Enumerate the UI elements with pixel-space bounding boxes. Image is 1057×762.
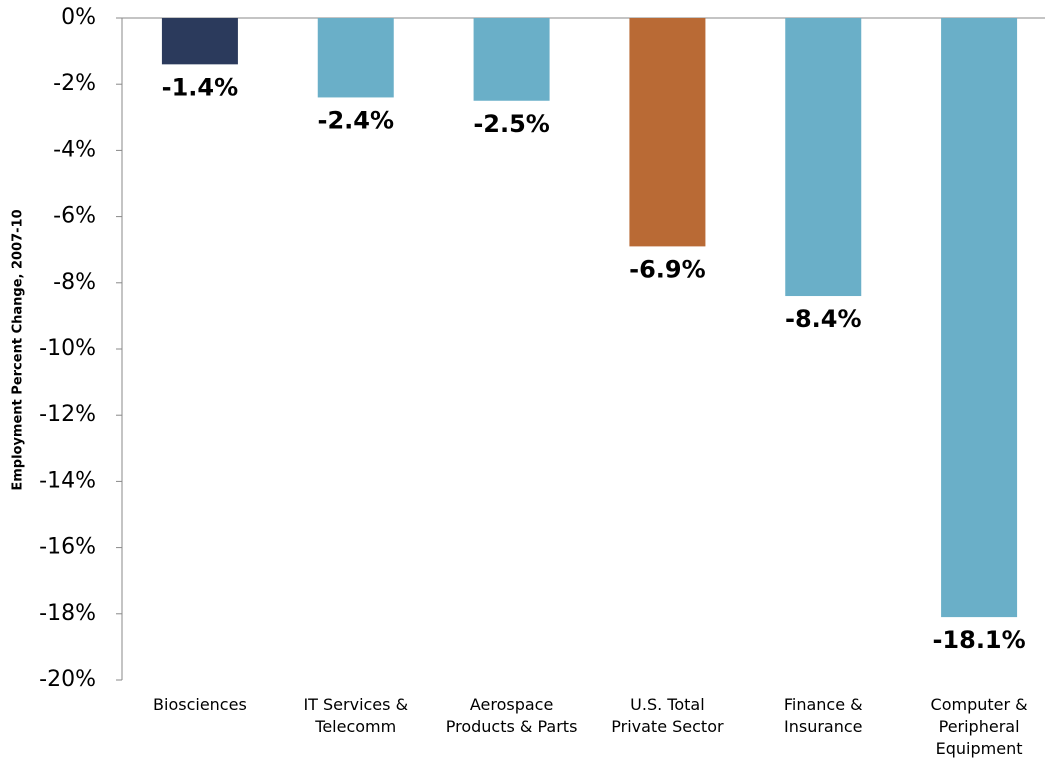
value-label: -6.9% bbox=[629, 255, 706, 283]
x-tick-label: Aerospace Products & Parts bbox=[445, 695, 578, 736]
y-axis-label: Employment Percent Change, 2007-10 bbox=[11, 209, 26, 490]
y-tick-label: -16% bbox=[39, 535, 96, 560]
bar bbox=[317, 18, 394, 98]
value-label: -1.4% bbox=[162, 73, 239, 101]
y-tick-label: -12% bbox=[39, 402, 96, 427]
y-tick-label: -8% bbox=[53, 270, 96, 295]
x-tick-label: Finance & Insurance bbox=[783, 695, 863, 736]
y-tick-label: -10% bbox=[39, 336, 96, 361]
bar bbox=[473, 18, 550, 101]
value-label: -8.4% bbox=[785, 305, 862, 333]
bar bbox=[161, 18, 238, 65]
y-tick-label: -14% bbox=[39, 468, 96, 493]
y-tick-label: -2% bbox=[53, 71, 96, 96]
value-label: -2.5% bbox=[473, 110, 550, 138]
value-label: -18.1% bbox=[932, 626, 1025, 654]
y-tick-label: -6% bbox=[53, 204, 96, 229]
x-tick-label: Computer & Peripheral Equipment bbox=[930, 695, 1028, 758]
x-tick-label: IT Services & Telecomm bbox=[303, 695, 409, 736]
bar bbox=[785, 18, 862, 297]
value-label: -2.4% bbox=[317, 106, 394, 134]
y-tick-label: -4% bbox=[53, 137, 96, 162]
y-tick-label: -18% bbox=[39, 601, 96, 626]
x-tick-label: U.S. Total Private Sector bbox=[611, 695, 724, 736]
y-tick-label: -20% bbox=[39, 667, 96, 692]
bar bbox=[629, 18, 706, 247]
x-tick-label: Biosciences bbox=[153, 695, 247, 714]
bar bbox=[941, 18, 1018, 618]
y-tick-label: 0% bbox=[61, 5, 96, 30]
